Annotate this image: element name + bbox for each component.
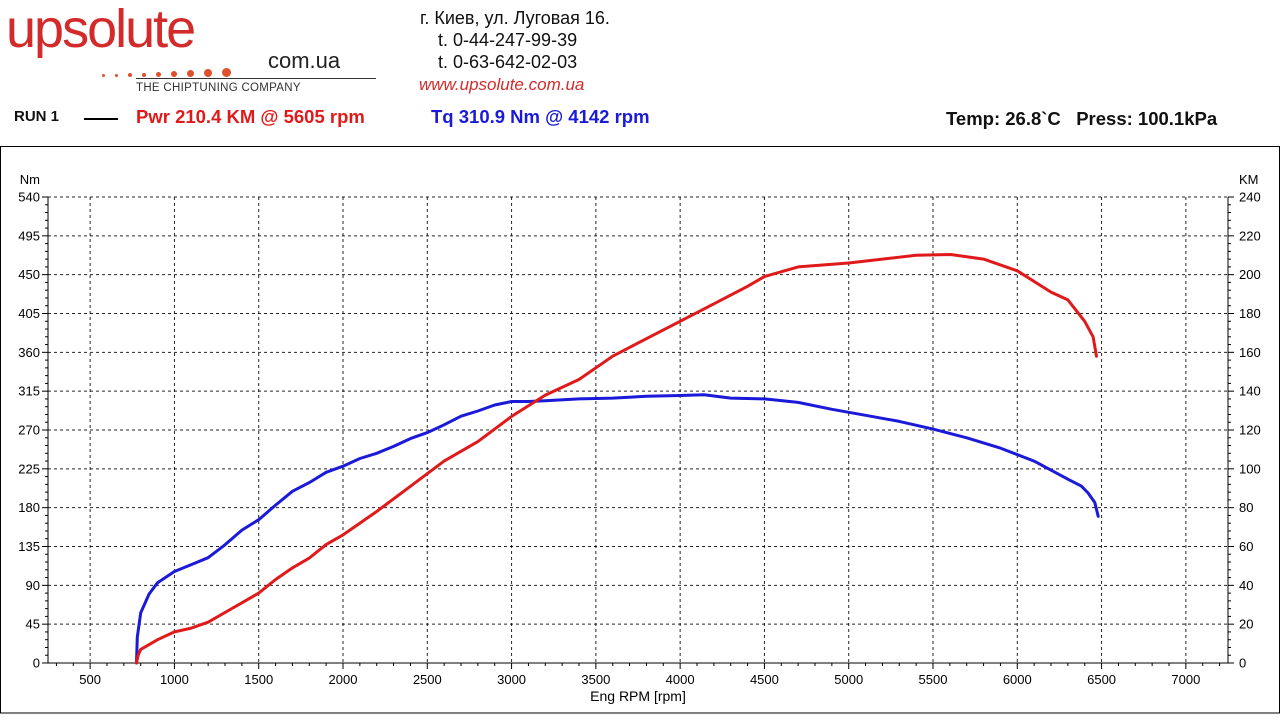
y-right-tick-label: 160 bbox=[1239, 345, 1261, 360]
run-line-swatch bbox=[84, 118, 118, 120]
y-right-tick-label: 80 bbox=[1239, 500, 1253, 515]
y-left-tick-label: 405 bbox=[18, 306, 40, 321]
y-right-axis-title: KM bbox=[1239, 172, 1259, 187]
website-link[interactable]: www.upsolute.com.ua bbox=[419, 75, 585, 94]
contact-address: г. Киев, ул. Луговая 16. bbox=[420, 8, 610, 28]
run-label: RUN 1 bbox=[14, 108, 60, 125]
x-tick-label: 1000 bbox=[160, 672, 189, 687]
dyno-chart: 500 1000 1500 2000 2500 3000 3500 4000 4500 5000 5… bbox=[0, 147, 1280, 714]
x-tick-label: 500 bbox=[79, 672, 101, 687]
x-tick-label: 1500 bbox=[244, 672, 273, 687]
x-tick-label: 3000 bbox=[497, 672, 526, 687]
y-right-tick-label: 140 bbox=[1239, 384, 1261, 399]
conditions-summary: Temp: 26.8`C Press: 100.1kPa bbox=[946, 108, 1218, 129]
x-tick-label: 4500 bbox=[750, 672, 779, 687]
y-left-tick-label: 450 bbox=[18, 267, 40, 282]
company-logo: upsolute com.ua THE CHIPTUNING COMPANY bbox=[6, 0, 386, 98]
x-tick-label: 6000 bbox=[1003, 672, 1032, 687]
logo-divider bbox=[136, 78, 376, 79]
y-left-tick-label: 0 bbox=[33, 656, 40, 671]
x-tick-label: 7000 bbox=[1171, 672, 1200, 687]
power-summary: Pwr 210.4 KM @ 5605 rpm bbox=[136, 106, 365, 127]
y-right-tick-label: 240 bbox=[1239, 190, 1261, 205]
y-right-tick-label: 180 bbox=[1239, 306, 1261, 321]
y-right-tick-label: 200 bbox=[1239, 267, 1261, 282]
x-tick-label: 5500 bbox=[919, 672, 948, 687]
contact-phone-1: t. 0-44-247-99-39 bbox=[438, 30, 578, 50]
y-right-tick-label: 120 bbox=[1239, 423, 1261, 438]
y-left-tick-label: 180 bbox=[18, 500, 40, 515]
logo-dots-icon bbox=[102, 64, 241, 82]
y-left-tick-label: 225 bbox=[18, 461, 40, 476]
y-left-tick-label: 495 bbox=[18, 228, 40, 243]
pwr-curve bbox=[135, 253, 1098, 665]
contact-phone-2: t. 0-63-642-02-03 bbox=[438, 52, 578, 72]
y-right-tick-label: 220 bbox=[1239, 228, 1261, 243]
y-right-tick-label: 20 bbox=[1239, 617, 1253, 632]
x-tick-label: 2500 bbox=[413, 672, 442, 687]
y-left-tick-label: 45 bbox=[26, 617, 40, 632]
y-right-tick-label: 0 bbox=[1239, 656, 1246, 671]
y-left-tick-label: 135 bbox=[18, 539, 40, 554]
logo-domain: com.ua bbox=[268, 48, 341, 73]
dyno-chart-frame: 500 1000 1500 2000 2500 3000 3500 4000 4500 5000 5… bbox=[0, 146, 1280, 715]
tq-curve bbox=[135, 393, 1100, 665]
y-left-tick-label: 315 bbox=[18, 384, 40, 399]
x-tick-label: 2000 bbox=[329, 672, 358, 687]
logo-tagline: THE CHIPTUNING COMPANY bbox=[136, 82, 301, 94]
y-right-tick-label: 100 bbox=[1239, 461, 1261, 476]
y-left-axis-title: Nm bbox=[20, 172, 40, 187]
y-right-tick-label: 40 bbox=[1239, 578, 1253, 593]
y-left-tick-label: 270 bbox=[18, 423, 40, 438]
logo-wordmark: upsolute bbox=[6, 0, 196, 59]
x-tick-label: 6500 bbox=[1087, 672, 1116, 687]
x-tick-label: 3500 bbox=[581, 672, 610, 687]
x-tick-label: 5000 bbox=[834, 672, 863, 687]
y-left-tick-label: 90 bbox=[26, 578, 40, 593]
y-left-tick-label: 540 bbox=[18, 190, 40, 205]
y-right-tick-label: 60 bbox=[1239, 539, 1253, 554]
x-axis-title: Eng RPM [rpm] bbox=[590, 688, 686, 704]
y-left-tick-label: 360 bbox=[18, 345, 40, 360]
torque-summary: Tq 310.9 Nm @ 4142 rpm bbox=[431, 106, 650, 127]
x-tick-label: 4000 bbox=[666, 672, 695, 687]
